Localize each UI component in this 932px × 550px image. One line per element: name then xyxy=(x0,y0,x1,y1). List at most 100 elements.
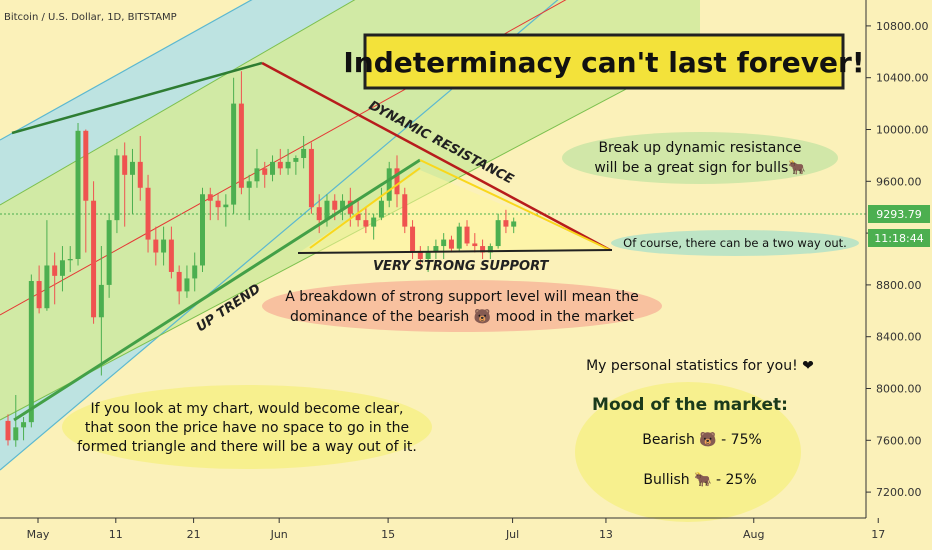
candle-down xyxy=(91,200,97,318)
candle-up xyxy=(200,194,205,266)
candle-down xyxy=(176,271,182,292)
y-tick-label: 10400.00 xyxy=(876,72,929,85)
candle-up xyxy=(161,239,167,253)
candle-up xyxy=(129,161,135,175)
bullish-stat: Bullish 🐂 - 25% xyxy=(643,472,756,488)
candle-down xyxy=(137,161,143,188)
candle-down xyxy=(503,220,509,227)
candle-up xyxy=(67,259,73,261)
x-tick-label: 15 xyxy=(381,528,395,541)
candle-up xyxy=(378,200,384,218)
chart-title: Bitcoin / U.S. Dollar, 1D, BITSTAMP xyxy=(4,12,177,23)
candle-down xyxy=(332,200,338,210)
two-way-note-ellipse xyxy=(611,230,859,256)
x-tick-label: 17 xyxy=(871,528,885,541)
candle-up xyxy=(254,168,260,182)
candle-down xyxy=(83,130,89,201)
headline-text: Indeterminacy can't last forever! xyxy=(343,46,864,79)
channel-bottom-line xyxy=(0,0,559,471)
candle-down xyxy=(262,168,268,175)
x-tick-label: Jul xyxy=(505,528,519,541)
candle-up xyxy=(270,161,276,175)
candle-up xyxy=(285,161,291,169)
triangle-upper-yellow-line xyxy=(419,159,611,251)
candle-up xyxy=(456,226,462,249)
candle-down xyxy=(52,265,58,276)
triangle-note-line3: formed triangle and there will be a way … xyxy=(77,439,417,455)
x-axis-ticks: May 11 21 Jun 15 Jul 13 Aug 17 xyxy=(27,518,885,541)
channel-median-line xyxy=(0,0,567,316)
candle-up xyxy=(184,278,190,292)
triangle-note-line1: If you look at my chart, would become cl… xyxy=(90,401,403,417)
countdown-tag: 11:18:44 xyxy=(874,232,923,245)
x-tick-label: 11 xyxy=(109,528,123,541)
two-way-note: Of course, there can be a two way out. xyxy=(623,236,847,250)
y-tick-label: 7600.00 xyxy=(876,434,922,447)
y-tick-label: 8800.00 xyxy=(876,279,922,292)
candle-down xyxy=(238,103,244,188)
candle-up xyxy=(28,281,34,423)
candle-down xyxy=(464,226,470,244)
y-tick-label: 8000.00 xyxy=(876,383,922,396)
candle-down xyxy=(5,420,11,441)
candle-down xyxy=(145,187,151,240)
dynamic-resistance-line xyxy=(261,61,611,252)
candle-up xyxy=(386,168,392,201)
candle-down xyxy=(363,220,369,227)
candle-up xyxy=(44,265,50,309)
candle-down xyxy=(168,239,174,272)
candle-down xyxy=(36,281,42,309)
candle-up xyxy=(59,260,65,276)
candle-down xyxy=(417,252,423,259)
bulls-note-ellipse xyxy=(562,132,838,184)
candle-up xyxy=(324,200,330,221)
triangle-note-line2: that soon the price have no space to go … xyxy=(85,420,409,436)
y-tick-label: 8400.00 xyxy=(876,331,922,344)
candle-down xyxy=(480,246,486,253)
candle-up xyxy=(106,220,112,285)
bearish-note-ellipse xyxy=(262,280,662,332)
candle-down xyxy=(347,200,353,214)
current-price-tag: 9293.79 xyxy=(876,208,922,221)
candle-up xyxy=(425,252,431,259)
current-price-tag-bg xyxy=(868,205,930,223)
candle-down xyxy=(277,161,283,169)
bearish-note-line2: dominance of the bearish 🐻 mood in the m… xyxy=(290,307,635,325)
triangle-fill xyxy=(300,170,610,252)
candle-up xyxy=(301,148,307,158)
mood-title: Mood of the market: xyxy=(592,395,788,415)
bulls-note-line2: will be a great sign for bulls🐂 xyxy=(594,160,805,176)
stats-title: My personal statistics for you! ❤ xyxy=(586,358,814,374)
candle-up xyxy=(487,246,493,253)
bearish-note-line1: A breakdown of strong support level will… xyxy=(285,289,638,305)
countdown-tag-bg xyxy=(868,229,930,247)
mood-ellipse xyxy=(575,382,801,522)
upper-green-trendline xyxy=(11,61,263,135)
candle-up xyxy=(13,427,19,441)
candle-up xyxy=(293,157,299,162)
bulls-note-line1: Break up dynamic resistance xyxy=(598,140,801,156)
up-trend-line xyxy=(13,158,421,422)
y-tick-label: 10800.00 xyxy=(876,20,929,33)
candle-up xyxy=(192,265,198,279)
headline-box xyxy=(363,33,845,90)
candle-up xyxy=(371,217,377,227)
candle-up xyxy=(433,246,439,253)
candle-down xyxy=(402,194,408,227)
candle-up xyxy=(98,284,104,318)
candle-up xyxy=(340,200,346,210)
candle-down xyxy=(316,207,322,221)
x-tick-label: Aug xyxy=(743,528,764,541)
candle-up xyxy=(21,422,27,428)
y-axis-panel xyxy=(866,0,932,550)
candle-down xyxy=(153,239,159,253)
y-tick-label: 7200.00 xyxy=(876,486,922,499)
y-tick-label: 10000.00 xyxy=(876,124,929,137)
bearish-stat: Bearish 🐻 - 75% xyxy=(642,430,762,448)
very-strong-support-label: VERY STRONG SUPPORT xyxy=(373,259,550,274)
triangle-lower-yellow-line xyxy=(309,167,421,249)
candle-up xyxy=(75,130,81,259)
triangle-note-ellipse xyxy=(62,385,432,469)
